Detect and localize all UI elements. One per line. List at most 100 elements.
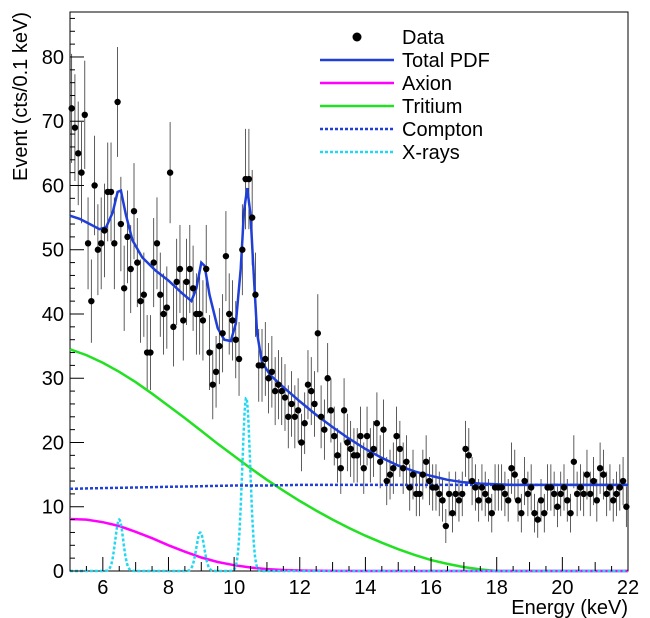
data-point — [212, 368, 220, 376]
data-point — [354, 452, 361, 459]
x-tick-label: 20 — [551, 577, 573, 599]
data-point — [271, 387, 279, 395]
legend-label: Tritium — [402, 96, 462, 118]
y-tick-label: 10 — [42, 497, 64, 519]
data-point — [564, 497, 571, 504]
data-point — [485, 497, 492, 504]
data-point — [524, 490, 532, 498]
data-point — [363, 432, 371, 440]
data-point — [616, 484, 623, 491]
legend-label: Axion — [402, 73, 452, 95]
data-point — [541, 509, 548, 517]
data-point — [107, 188, 115, 196]
data-point — [504, 497, 512, 504]
data-point — [327, 407, 335, 414]
legend-label: Total PDF — [402, 50, 490, 72]
data-point — [199, 317, 207, 324]
data-point — [94, 246, 102, 253]
data-point — [170, 323, 177, 331]
data-point — [114, 98, 121, 106]
data-point — [196, 310, 203, 318]
data-point — [304, 381, 312, 388]
data-point — [203, 265, 210, 273]
data-point — [150, 259, 157, 266]
data-point — [531, 509, 538, 517]
data-point — [222, 252, 230, 260]
data-point — [606, 484, 614, 491]
data-point — [593, 497, 601, 504]
data-point — [603, 490, 610, 498]
data-point — [97, 240, 105, 247]
data-point — [554, 503, 561, 510]
data-points — [68, 98, 630, 530]
data-point — [239, 246, 246, 253]
data-point — [560, 484, 568, 491]
data-point — [262, 355, 269, 363]
data-point — [275, 381, 282, 388]
data-point — [219, 330, 226, 337]
y-axis-label: Event (cts/0.1 keV) — [10, 12, 32, 181]
data-point — [78, 169, 85, 176]
data-point — [183, 278, 190, 286]
x-tick-label: 10 — [223, 577, 245, 599]
data-point — [71, 124, 79, 131]
data-point — [298, 439, 305, 446]
x-tick-label: 16 — [420, 577, 442, 599]
data-point — [439, 497, 446, 504]
data-point — [344, 439, 351, 446]
data-point — [419, 471, 427, 478]
data-point — [570, 458, 578, 465]
tritium-curve — [69, 348, 628, 573]
y-tick-label: 80 — [42, 47, 64, 69]
data-point — [511, 471, 518, 478]
y-tick-label: 20 — [42, 432, 64, 454]
data-point — [587, 490, 594, 498]
data-point — [124, 233, 131, 241]
error-bars — [71, 47, 627, 544]
data-point — [583, 471, 591, 478]
x-tick-label: 14 — [354, 577, 376, 599]
data-point — [442, 522, 450, 530]
data-point — [406, 484, 413, 491]
data-point — [416, 490, 423, 498]
data-point — [534, 516, 541, 523]
data-point — [301, 420, 308, 427]
data-point — [278, 387, 285, 395]
data-point — [173, 278, 180, 286]
data-point — [268, 368, 276, 376]
axes: 6 8 10 12 14 16 18 20 22 0 10 20 30 40 50 60 70 80 — [42, 17, 639, 599]
legend-label: X-rays — [402, 142, 460, 164]
data-point — [383, 477, 390, 485]
data-point — [610, 497, 617, 504]
y-tick-label: 60 — [42, 175, 64, 197]
data-point — [422, 458, 430, 465]
data-point — [347, 445, 354, 453]
data-point — [580, 490, 587, 498]
data-point — [225, 310, 233, 318]
data-point — [157, 291, 164, 298]
data-point — [600, 471, 607, 478]
data-point — [518, 509, 525, 517]
data-point — [482, 490, 489, 498]
data-point — [134, 259, 141, 266]
data-point — [91, 182, 98, 189]
data-point — [84, 240, 92, 247]
data-point — [216, 342, 223, 350]
data-point — [81, 111, 88, 119]
data-point — [475, 497, 482, 504]
y-tick-label: 50 — [42, 240, 64, 262]
data-point — [160, 310, 167, 318]
data-point — [117, 220, 125, 228]
y-tick-label: 30 — [42, 368, 64, 390]
data-point — [166, 169, 174, 176]
data-point — [537, 497, 545, 504]
data-point — [426, 477, 433, 485]
data-point — [547, 484, 555, 491]
data-point — [436, 490, 443, 498]
data-point — [189, 285, 197, 292]
legend-marker — [352, 32, 362, 42]
x-tick-label: 6 — [97, 577, 108, 599]
data-point — [288, 400, 295, 408]
x-tick-label: 12 — [289, 577, 311, 599]
data-point — [498, 484, 505, 491]
